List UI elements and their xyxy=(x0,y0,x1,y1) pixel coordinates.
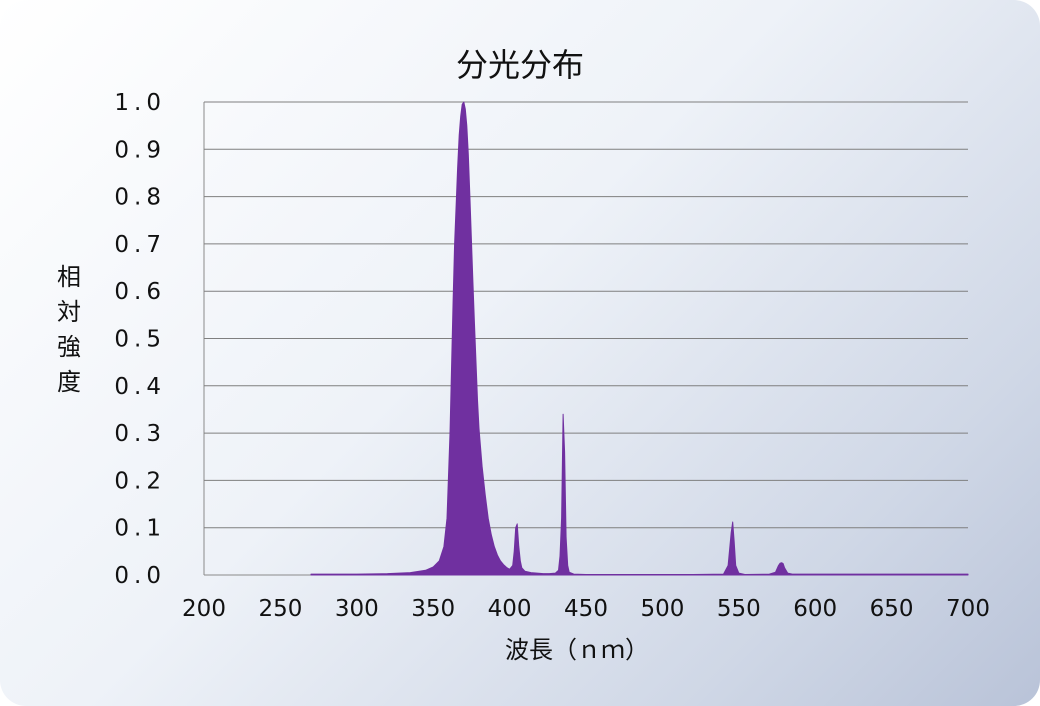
y-tick-label-2: 0.2 xyxy=(114,468,166,494)
x-tick-label-8: 600 xyxy=(793,596,837,622)
y-tick-label-4: 0.4 xyxy=(114,374,166,400)
gridlines xyxy=(203,101,968,576)
x-tick-label-7: 550 xyxy=(717,596,761,622)
y-tick-label-5: 0.5 xyxy=(114,327,166,353)
y-tick-labels: 0.0 0.1 0.2 0.3 0.4 0.5 0.6 0.7 0.8 0.9 1.0 xyxy=(114,90,166,589)
x-tick-label-9: 650 xyxy=(870,596,914,622)
x-tick-labels: 200 250 300 350 400 450 500 550 600 650 700 xyxy=(182,596,990,622)
y-tick-label-8: 0.8 xyxy=(114,185,166,211)
x-tick-label-6: 500 xyxy=(640,596,684,622)
plot-area xyxy=(310,101,969,576)
y-tick-label-7: 0.7 xyxy=(114,232,166,258)
y-tick-label-3: 0.3 xyxy=(114,421,166,447)
x-tick-label-3: 350 xyxy=(411,596,455,622)
y-axis-title-char-0: 相 xyxy=(57,263,81,291)
y-tick-label-6: 0.6 xyxy=(114,279,166,305)
x-tick-label-1: 250 xyxy=(258,596,302,622)
spectrum-area xyxy=(310,101,969,576)
y-axis-title-char-1: 対 xyxy=(57,298,81,326)
y-tick-label-10: 1.0 xyxy=(114,90,166,116)
y-tick-label-0: 0.0 xyxy=(114,563,166,589)
x-tick-label-2: 300 xyxy=(335,596,379,622)
x-tick-label-10: 700 xyxy=(946,596,990,622)
y-tick-label-9: 0.9 xyxy=(114,137,166,163)
x-tick-label-5: 450 xyxy=(564,596,608,622)
x-tick-label-0: 200 xyxy=(182,596,226,622)
y-axis-title-char-2: 強 xyxy=(57,333,81,361)
chart-title: 分光分布 xyxy=(456,46,584,84)
y-axis-title-char-3: 度 xyxy=(57,368,81,396)
y-tick-label-1: 0.1 xyxy=(114,516,166,542)
x-axis-title: 波長（ｎｍ） xyxy=(505,636,649,664)
x-tick-label-4: 400 xyxy=(488,596,532,622)
